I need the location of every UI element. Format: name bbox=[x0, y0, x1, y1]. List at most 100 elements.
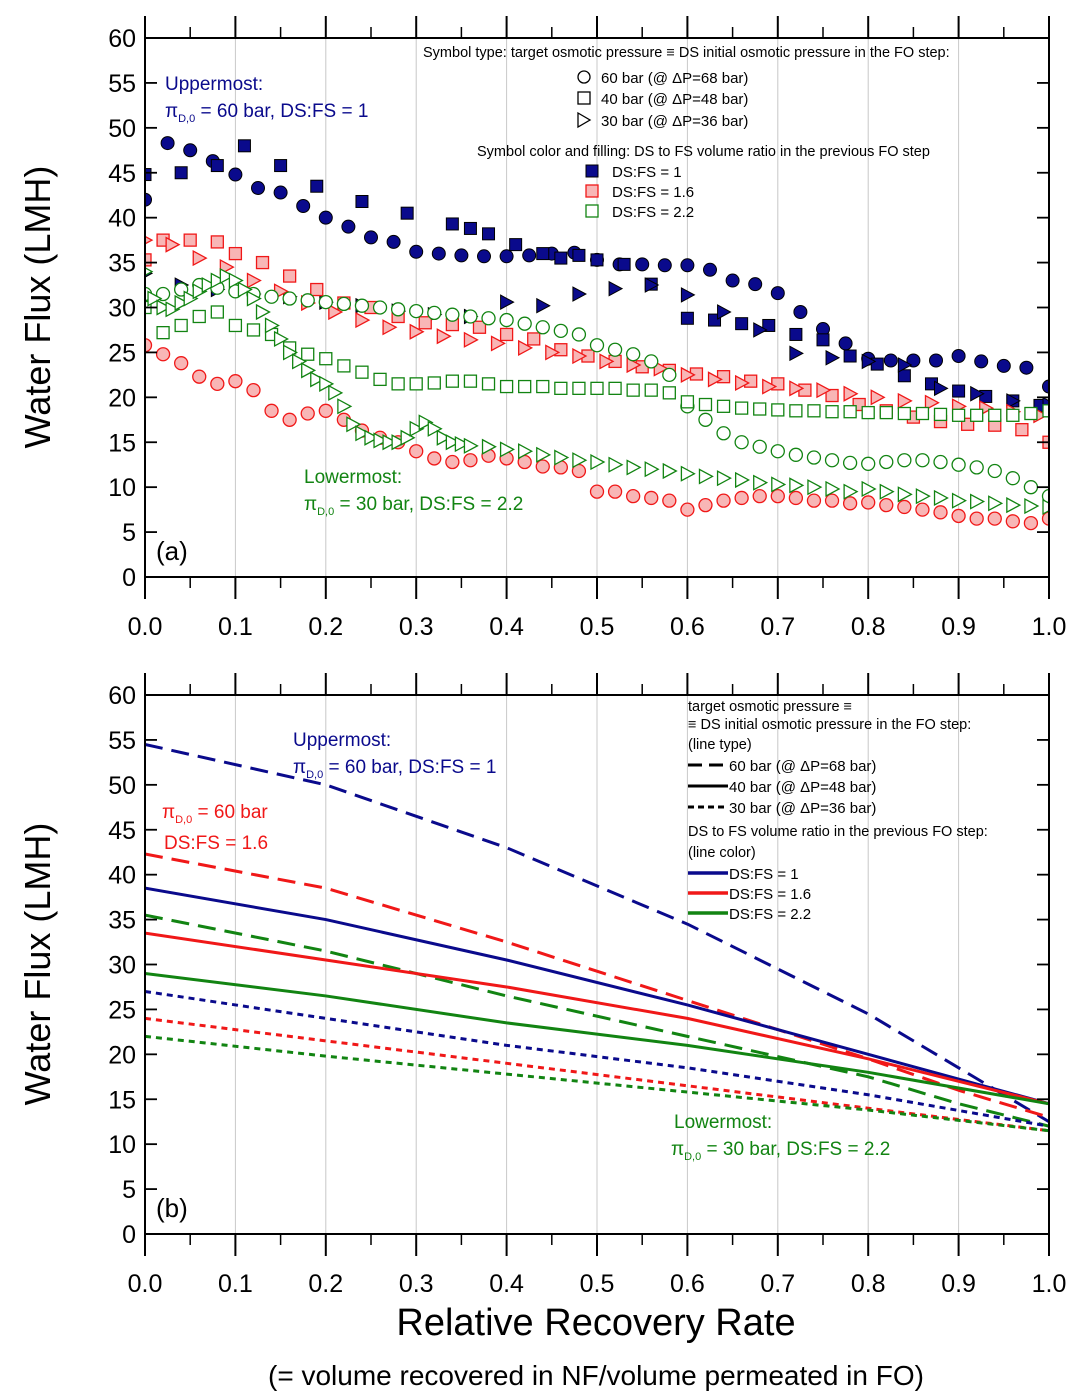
series-line-solid-red bbox=[145, 931, 1049, 1106]
x-tick-label: 0.0 bbox=[128, 613, 163, 641]
y-tick-label: 5 bbox=[122, 519, 136, 547]
data-point-circle bbox=[409, 244, 424, 259]
y-tick-label: 20 bbox=[108, 384, 136, 412]
panel-b-ylabel: Water Flux (LMH) bbox=[17, 823, 58, 1106]
data-point-triangle bbox=[843, 483, 859, 500]
data-point-square bbox=[310, 179, 324, 193]
panel-a-uppermost-desc: πD,0 = 60 bar, DS:FS = 1 bbox=[165, 101, 368, 125]
data-point-circle bbox=[372, 300, 388, 315]
x-tick-label: 0.5 bbox=[580, 613, 615, 641]
data-point-square bbox=[228, 246, 243, 261]
y-tick-label: 0 bbox=[122, 564, 136, 592]
data-point-triangle bbox=[572, 347, 588, 365]
data-point-circle bbox=[662, 493, 677, 508]
data-point-triangle bbox=[201, 276, 217, 294]
data-point-triangle bbox=[644, 277, 660, 293]
data-point-triangle bbox=[237, 281, 253, 298]
plot-area bbox=[145, 136, 1049, 531]
data-point-circle bbox=[969, 511, 984, 526]
data-point-triangle bbox=[897, 486, 913, 503]
data-point-triangle bbox=[436, 429, 452, 446]
data-point-square bbox=[355, 194, 369, 208]
data-point-square bbox=[807, 404, 821, 418]
panel-b-grid bbox=[234, 695, 960, 1234]
data-point-circle bbox=[145, 338, 153, 353]
data-point-circle bbox=[734, 490, 749, 506]
panel-a: 0.0 0.1 0.2 0.3 0.4 0.5 0.6 0.7 0.8 0.9 1.0 0 5 10 15 2… bbox=[17, 16, 1066, 641]
legend-triangle-marker bbox=[577, 111, 592, 129]
data-point-circle bbox=[680, 502, 695, 517]
data-point-circle bbox=[770, 488, 785, 504]
data-point-triangle bbox=[292, 353, 308, 370]
data-point-square bbox=[952, 384, 966, 398]
data-point-circle bbox=[300, 293, 315, 308]
data-point-circle bbox=[842, 496, 858, 511]
panel-b-legend-title3: (line type) bbox=[688, 737, 752, 753]
data-point-circle bbox=[318, 210, 333, 225]
data-point-triangle bbox=[753, 322, 768, 338]
data-point-circle bbox=[951, 349, 966, 364]
data-point-circle bbox=[1023, 515, 1039, 531]
panel-a-legend-ratio-22: DS:FS = 2.2 bbox=[612, 204, 694, 221]
data-point-circle bbox=[160, 136, 175, 151]
x-tick-label: 0.1 bbox=[218, 613, 253, 641]
data-point-square bbox=[373, 372, 387, 387]
data-point-square bbox=[400, 206, 414, 220]
data-point-triangle bbox=[518, 339, 534, 357]
panel-b-plot bbox=[145, 742, 1049, 1133]
y-tick-label: 50 bbox=[108, 772, 136, 800]
data-point-square bbox=[816, 333, 830, 347]
data-point-triangle bbox=[436, 328, 452, 345]
data-point-triangle bbox=[861, 480, 877, 498]
data-point-square bbox=[988, 408, 1002, 422]
panel-b-legend-ratio-16: DS:FS = 1.6 bbox=[729, 886, 811, 903]
data-point-square bbox=[771, 403, 785, 417]
data-point-circle bbox=[336, 296, 352, 312]
data-point-circle bbox=[300, 406, 315, 421]
data-point-triangle bbox=[328, 303, 344, 321]
x-tick-label: 0.1 bbox=[218, 1270, 253, 1298]
data-point-triangle bbox=[500, 294, 515, 310]
data-point-square bbox=[662, 386, 676, 400]
y-tick-label: 50 bbox=[108, 115, 136, 143]
data-point-triangle bbox=[771, 476, 787, 493]
data-point-triangle bbox=[1006, 497, 1022, 514]
data-point-square bbox=[246, 323, 261, 337]
data-point-square bbox=[499, 327, 514, 342]
data-point-square bbox=[1024, 406, 1038, 421]
x-tick-label: 0.2 bbox=[308, 613, 343, 641]
data-point-circle bbox=[145, 192, 152, 207]
data-point-square bbox=[843, 405, 857, 419]
data-point-square bbox=[463, 221, 477, 235]
data-point-circle bbox=[987, 463, 1002, 479]
y-tick-label: 10 bbox=[108, 1131, 136, 1159]
data-point-square bbox=[355, 365, 369, 379]
data-point-circle bbox=[481, 311, 496, 326]
data-point-circle bbox=[390, 302, 406, 317]
x-tick-label: 0.8 bbox=[851, 1270, 886, 1298]
data-point-triangle bbox=[545, 344, 561, 361]
data-point-circle bbox=[454, 248, 469, 263]
panel-a-legend-title1: Symbol type: target osmotic pressure ≡ D… bbox=[423, 45, 950, 61]
data-point-triangle bbox=[608, 456, 624, 473]
data-point-circle bbox=[589, 484, 605, 499]
data-point-circle bbox=[824, 453, 840, 468]
x-axis-sublabel: (= volume recovered in NF/volume permeat… bbox=[268, 1360, 924, 1391]
data-point-triangle bbox=[717, 304, 732, 320]
data-point-triangle bbox=[870, 389, 886, 406]
data-point-circle bbox=[933, 505, 948, 520]
data-point-circle bbox=[879, 454, 894, 470]
data-point-circle bbox=[522, 248, 537, 263]
data-point-triangle bbox=[481, 438, 497, 455]
data-point-triangle bbox=[825, 480, 841, 498]
data-point-circle bbox=[770, 286, 785, 301]
y-tick-label: 55 bbox=[108, 70, 136, 98]
data-point-triangle bbox=[409, 323, 425, 340]
y-tick-label: 10 bbox=[108, 474, 136, 502]
data-point-square bbox=[445, 217, 459, 231]
data-point-triangle bbox=[915, 488, 931, 505]
panel-a-label: (a) bbox=[156, 536, 188, 566]
data-point-square bbox=[590, 381, 604, 396]
x-tick-label: 1.0 bbox=[1032, 613, 1067, 641]
data-point-circle bbox=[183, 143, 198, 158]
